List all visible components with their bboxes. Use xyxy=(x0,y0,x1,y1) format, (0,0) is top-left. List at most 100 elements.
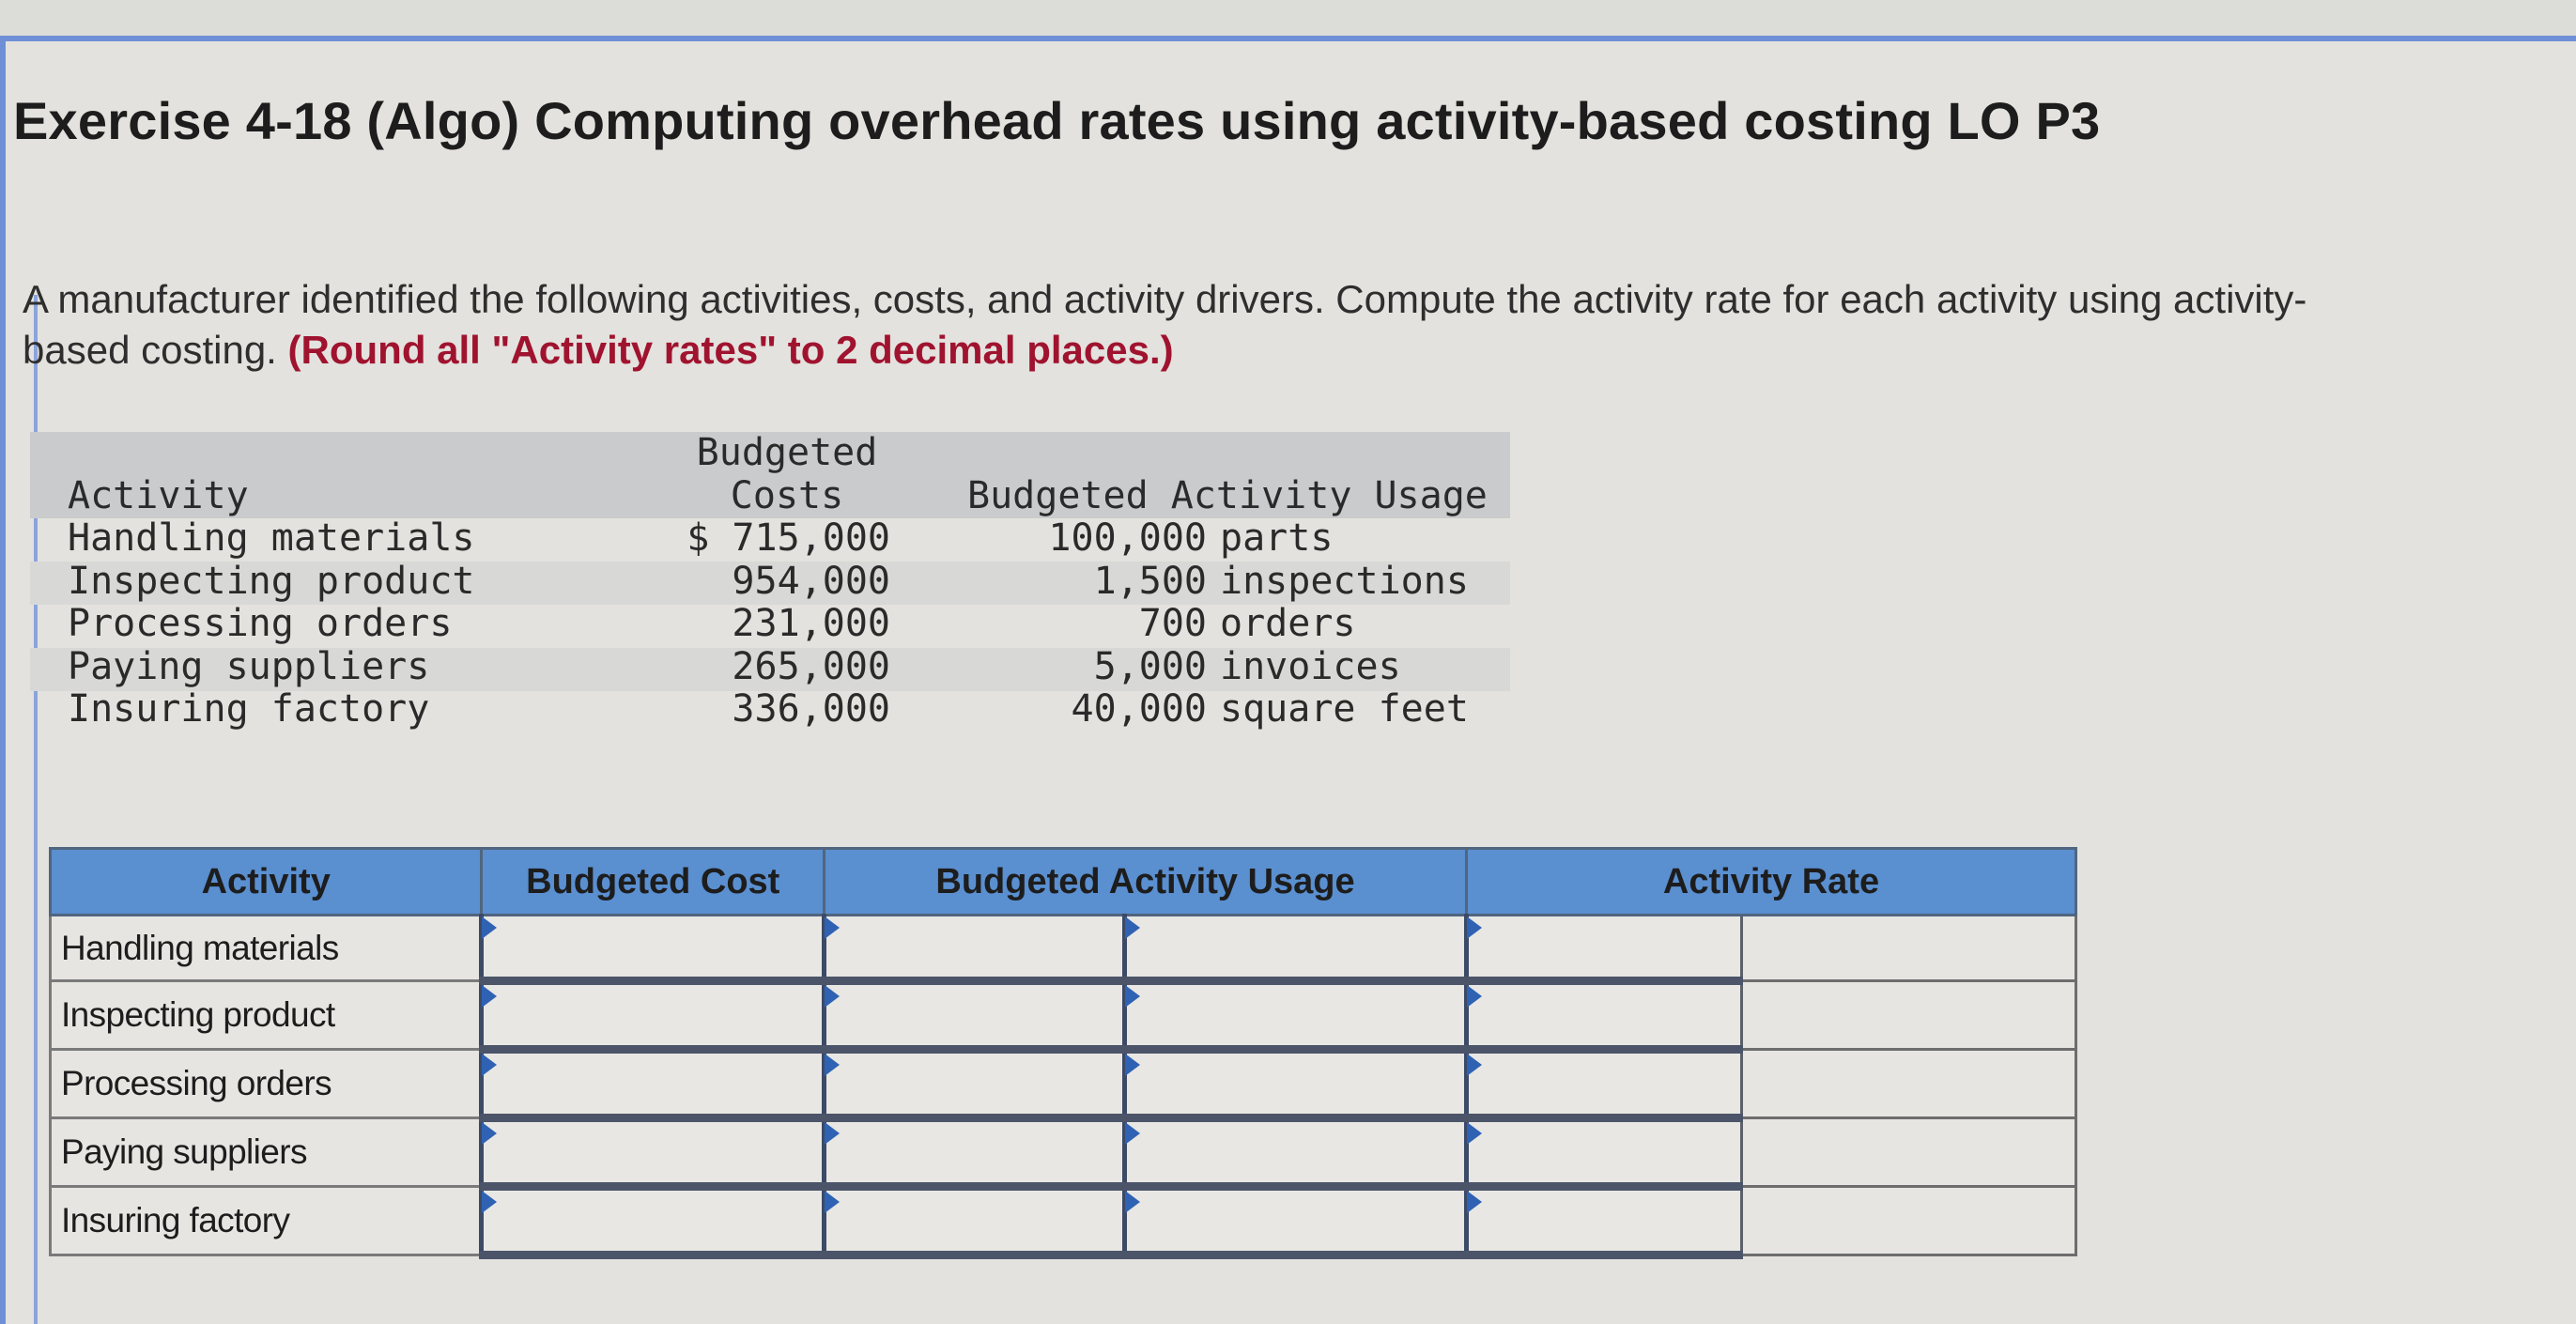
given-usage-unit: invoices xyxy=(1220,644,1401,688)
given-usage-unit: parts xyxy=(1220,516,1334,560)
given-activity: Insuring factory xyxy=(68,687,430,731)
input-flag-icon xyxy=(825,916,841,939)
usage-unit-cell[interactable] xyxy=(1121,979,1469,1054)
budgeted-cost-cell[interactable] xyxy=(479,914,826,985)
usage-qty-input[interactable] xyxy=(826,985,1122,1045)
given-header-costs-line1: Budgeted xyxy=(696,431,878,474)
given-header-activity: Activity xyxy=(68,473,249,517)
given-table: Activity Budgeted Costs Budgeted Activity… xyxy=(30,431,1488,731)
activity-rate-cell[interactable] xyxy=(1464,1048,1743,1122)
given-activity: Handling materials xyxy=(68,516,475,560)
exercise-prompt: A manufacturer identified the following … xyxy=(23,274,2576,376)
input-flag-icon xyxy=(1124,916,1140,939)
budgeted-cost-cell[interactable] xyxy=(479,1116,826,1191)
answer-header-budgeted-cost: Budgeted Cost xyxy=(480,847,826,916)
given-data-table: Activity Budgeted Costs Budgeted Activity… xyxy=(30,431,1510,731)
budgeted-cost-cell[interactable] xyxy=(479,979,826,1054)
input-flag-icon xyxy=(825,1191,841,1213)
activity-rate-input[interactable] xyxy=(1469,985,1740,1045)
activity-rate-cell[interactable] xyxy=(1464,1116,1743,1191)
usage-unit-cell[interactable] xyxy=(1121,914,1469,985)
usage-unit-cell[interactable] xyxy=(1121,1048,1469,1122)
usage-qty-input[interactable] xyxy=(826,1054,1122,1114)
input-flag-icon xyxy=(1467,985,1482,1008)
activity-rate-cell[interactable] xyxy=(1464,914,1743,985)
rounding-instruction: (Round all "Activity rates" to 2 decimal… xyxy=(287,328,1174,372)
prompt-line-2: based costing. (Round all "Activity rate… xyxy=(23,325,2576,376)
input-flag-icon xyxy=(482,1054,498,1076)
budgeted-cost-cell[interactable] xyxy=(479,1048,826,1122)
usage-unit-cell[interactable] xyxy=(1121,1185,1469,1259)
usage-unit-input[interactable] xyxy=(1126,916,1464,977)
answer-row: Handling materials xyxy=(48,914,2078,985)
given-row: Processing orders 231,000 700 orders xyxy=(30,602,1488,646)
given-usage-unit: square feet xyxy=(1220,687,1469,731)
activity-rate-input[interactable] xyxy=(1469,1191,1740,1251)
answer-activity-label: Inspecting product xyxy=(48,979,484,1051)
given-activity: Processing orders xyxy=(68,602,453,645)
given-usage-qty: 1,500 xyxy=(1093,559,1207,603)
rate-unit-cell xyxy=(1739,914,2078,982)
given-usage-unit: inspections xyxy=(1220,559,1469,603)
answer-row: Processing orders xyxy=(48,1048,2078,1122)
usage-qty-input[interactable] xyxy=(826,1191,1122,1251)
given-row: Inspecting product 954,000 1,500 inspect… xyxy=(30,559,1488,604)
given-usage-qty: 700 xyxy=(1138,602,1207,645)
input-flag-icon xyxy=(1124,1191,1140,1213)
given-cost: 954,000 xyxy=(732,559,890,603)
left-accent-rule xyxy=(34,295,38,1324)
budgeted-cost-input[interactable] xyxy=(484,916,823,977)
budgeted-cost-input[interactable] xyxy=(484,1054,823,1114)
given-activity: Inspecting product xyxy=(68,559,475,603)
usage-unit-input[interactable] xyxy=(1126,1191,1464,1251)
answer-activity-label: Paying suppliers xyxy=(48,1116,484,1188)
given-row-stripe xyxy=(30,562,1510,605)
input-flag-icon xyxy=(1124,1122,1140,1145)
input-flag-icon xyxy=(825,1122,841,1145)
activity-rate-input[interactable] xyxy=(1469,916,1740,977)
budgeted-cost-input[interactable] xyxy=(484,1191,823,1251)
given-usage-qty: 40,000 xyxy=(1071,687,1208,731)
usage-unit-cell[interactable] xyxy=(1121,1116,1469,1191)
given-header-usage: Budgeted Activity Usage xyxy=(967,473,1488,517)
exercise-title: Exercise 4-18 (Algo) Computing overhead … xyxy=(13,91,2101,150)
usage-qty-cell[interactable] xyxy=(822,1048,1126,1122)
answer-row: Inspecting product xyxy=(48,979,2078,1054)
given-row: Paying suppliers 265,000 5,000 invoices xyxy=(30,644,1488,689)
input-flag-icon xyxy=(1124,1054,1140,1076)
budgeted-cost-cell[interactable] xyxy=(479,1185,826,1259)
answer-header-activity: Activity xyxy=(48,847,484,916)
usage-qty-cell[interactable] xyxy=(822,979,1126,1054)
rate-unit-cell xyxy=(1739,1116,2078,1188)
activity-rate-input[interactable] xyxy=(1469,1122,1740,1182)
usage-qty-cell[interactable] xyxy=(822,914,1126,985)
given-row: Insuring factory 336,000 40,000 square f… xyxy=(30,687,1488,731)
usage-unit-input[interactable] xyxy=(1126,1122,1464,1182)
usage-qty-input[interactable] xyxy=(826,1122,1122,1182)
answer-header-activity-rate: Activity Rate xyxy=(1465,847,2077,916)
given-header-band xyxy=(30,432,1510,518)
answer-activity-label: Processing orders xyxy=(48,1048,484,1119)
given-header-costs-line2: Costs xyxy=(730,473,844,517)
given-cost: 231,000 xyxy=(732,602,890,645)
activity-rate-cell[interactable] xyxy=(1464,1185,1743,1259)
budgeted-cost-input[interactable] xyxy=(484,985,823,1045)
answer-row: Paying suppliers xyxy=(48,1116,2078,1191)
activity-rate-input[interactable] xyxy=(1469,1054,1740,1114)
given-cost: 265,000 xyxy=(732,644,890,688)
input-flag-icon xyxy=(1467,1054,1482,1076)
given-header-budgeted-costs: Budgeted Costs xyxy=(684,431,890,517)
usage-unit-input[interactable] xyxy=(1126,985,1464,1045)
budgeted-cost-input[interactable] xyxy=(484,1122,823,1182)
answer-row: Insuring factory xyxy=(48,1185,2078,1259)
usage-qty-input[interactable] xyxy=(826,916,1122,977)
activity-rate-cell[interactable] xyxy=(1464,979,1743,1054)
given-cost: $ 715,000 xyxy=(686,516,890,560)
usage-qty-cell[interactable] xyxy=(822,1185,1126,1259)
usage-qty-cell[interactable] xyxy=(822,1116,1126,1191)
given-usage-qty: 100,000 xyxy=(1048,516,1207,560)
usage-unit-input[interactable] xyxy=(1126,1054,1464,1114)
given-activity: Paying suppliers xyxy=(68,644,430,688)
input-flag-icon xyxy=(1467,916,1482,939)
input-flag-icon xyxy=(482,916,498,939)
